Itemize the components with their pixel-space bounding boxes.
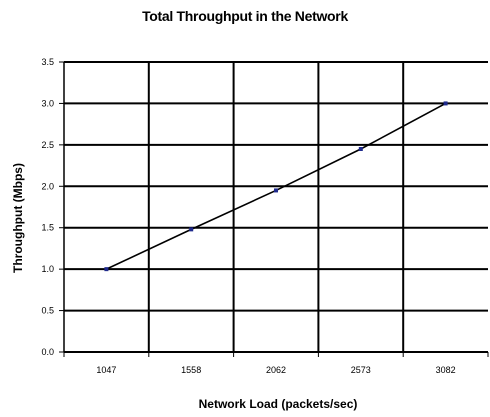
x-tick-label: 1047 bbox=[96, 365, 116, 375]
data-point bbox=[274, 188, 278, 193]
y-tick-label: 1.0 bbox=[41, 264, 54, 274]
y-tick-label: 3.0 bbox=[41, 98, 54, 108]
y-tick-label: 3.5 bbox=[41, 57, 54, 67]
chart-title: Total Throughput in the Network bbox=[142, 8, 348, 24]
y-tick-label: 0.0 bbox=[41, 347, 54, 357]
x-tick-label: 3082 bbox=[436, 365, 456, 375]
y-tick-label: 1.5 bbox=[41, 223, 54, 233]
x-tick-label: 1558 bbox=[181, 365, 201, 375]
gridlines bbox=[64, 61, 488, 353]
x-tick-label: 2062 bbox=[266, 365, 286, 375]
data-point bbox=[189, 227, 194, 232]
y-tick-label: 2.0 bbox=[41, 181, 54, 191]
data-point bbox=[104, 267, 109, 272]
series-layer bbox=[104, 101, 448, 272]
y-tick-label: 0.5 bbox=[41, 306, 54, 316]
axes bbox=[59, 61, 489, 357]
x-tick-label: 2573 bbox=[351, 365, 371, 375]
y-tick-label: 2.5 bbox=[41, 140, 54, 150]
x-axis-label: Network Load (packets/sec) bbox=[199, 397, 358, 411]
data-point bbox=[443, 101, 448, 106]
y-axis-label: Throughput (Mbps) bbox=[11, 163, 25, 273]
data-point bbox=[358, 147, 363, 151]
tick-labels: 0.0 0.5 1.0 1.5 2.0 2.5 3.0 3.5 1047 1558 2062 2573… bbox=[41, 57, 455, 375]
